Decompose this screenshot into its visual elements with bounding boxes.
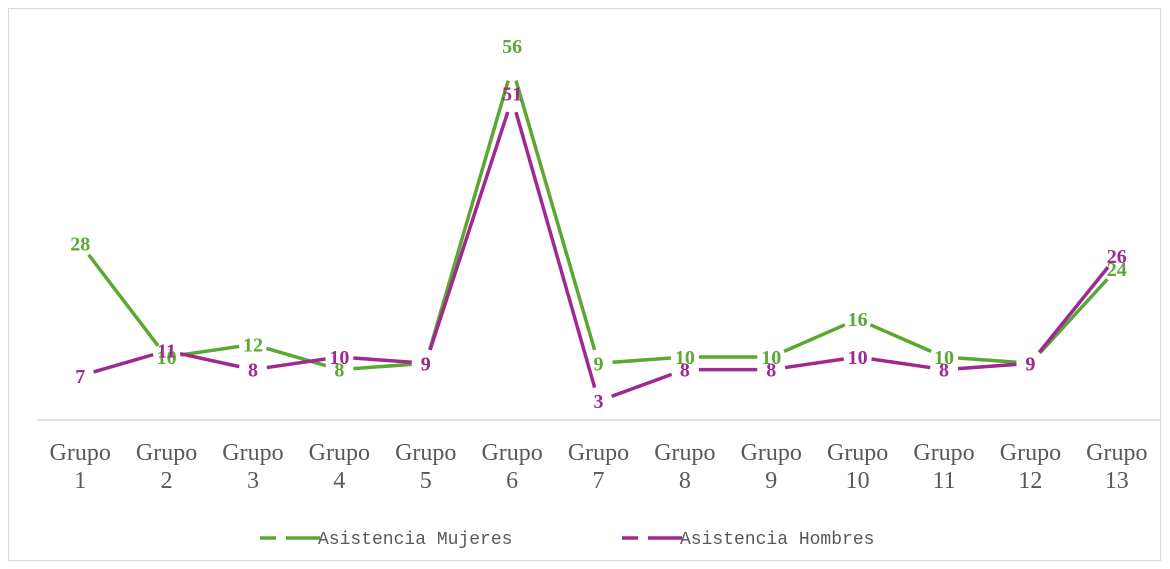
- data-label: 7: [75, 366, 85, 388]
- data-label: 10: [329, 347, 349, 369]
- series-1-segment: [1038, 277, 1109, 355]
- chart-frame: [8, 8, 1161, 561]
- series-1-segment: [353, 362, 412, 371]
- data-label: 8: [939, 360, 949, 382]
- series-2-segment: [611, 372, 673, 398]
- data-label: 24: [1107, 259, 1127, 281]
- series-2-segment: [179, 351, 240, 369]
- category-label: Grupo 5: [395, 440, 456, 494]
- data-label: 8: [248, 360, 258, 382]
- category-label: Grupo 10: [827, 440, 888, 494]
- series-1-segment: [427, 80, 510, 351]
- data-label: 8: [334, 360, 344, 382]
- series-2-segment: [266, 357, 326, 370]
- category-label: Grupo 8: [654, 440, 715, 494]
- data-label: 9: [421, 353, 431, 375]
- data-label: 11: [157, 341, 176, 363]
- category-label: Grupo 9: [741, 440, 802, 494]
- series-1-segment: [87, 253, 160, 347]
- data-label: 3: [594, 391, 604, 413]
- category-label: Grupo 4: [309, 440, 370, 494]
- data-label: 10: [157, 347, 177, 369]
- series-2-segment: [353, 356, 412, 365]
- series-lines: [87, 80, 1110, 398]
- data-label: 26: [1107, 246, 1127, 268]
- category-label: Grupo 2: [136, 440, 197, 494]
- series-2-segment: [784, 357, 845, 370]
- category-labels: Grupo 1 Grupo 2 Grupo 3 Grupo 4 Grupo 5 Grupo 6 Grup…: [50, 440, 1148, 494]
- data-label: 10: [761, 347, 781, 369]
- series-2-segment: [871, 357, 931, 370]
- data-label: 9: [1025, 353, 1035, 375]
- category-label: Grupo 13: [1086, 440, 1147, 494]
- series-1-segment: [957, 356, 1017, 365]
- legend: Asistencia Mujeres Asistencia Hombres: [260, 530, 874, 550]
- series-1-segment: [180, 344, 240, 357]
- legend-label: Asistencia Mujeres: [318, 530, 512, 550]
- series-1-segment: [514, 80, 597, 351]
- data-label: 10: [675, 347, 695, 369]
- data-label: 9: [594, 353, 604, 375]
- data-label: 8: [680, 360, 690, 382]
- series-2-segment: [1037, 265, 1110, 354]
- data-label: 8: [766, 360, 776, 382]
- data-label: 12: [243, 334, 263, 356]
- category-label: Grupo 12: [1000, 440, 1061, 494]
- data-label: 56: [502, 36, 522, 58]
- data-label: 10: [934, 347, 954, 369]
- data-label: 51: [502, 84, 522, 106]
- category-label: Grupo 1: [50, 440, 111, 494]
- series-2-segment: [428, 111, 510, 351]
- data-label: 9: [421, 353, 431, 375]
- data-label: 9: [1025, 353, 1035, 375]
- series-1-segment: [265, 346, 327, 368]
- category-label: Grupo 3: [222, 440, 283, 494]
- series-2-segment: [514, 111, 597, 389]
- category-label: Grupo 6: [481, 440, 542, 494]
- series-2-segment: [957, 362, 1017, 371]
- data-label: 10: [848, 347, 868, 369]
- category-label: Grupo 7: [568, 440, 629, 494]
- category-label: Grupo 11: [913, 440, 974, 494]
- series-1-segment: [869, 323, 932, 353]
- legend-label: Asistencia Hombres: [680, 530, 874, 550]
- series-1-segment: [783, 323, 846, 353]
- data-label: 28: [70, 234, 90, 256]
- series-2-segment: [93, 352, 154, 374]
- data-label: 16: [848, 309, 868, 331]
- series-1-segment: [612, 356, 672, 365]
